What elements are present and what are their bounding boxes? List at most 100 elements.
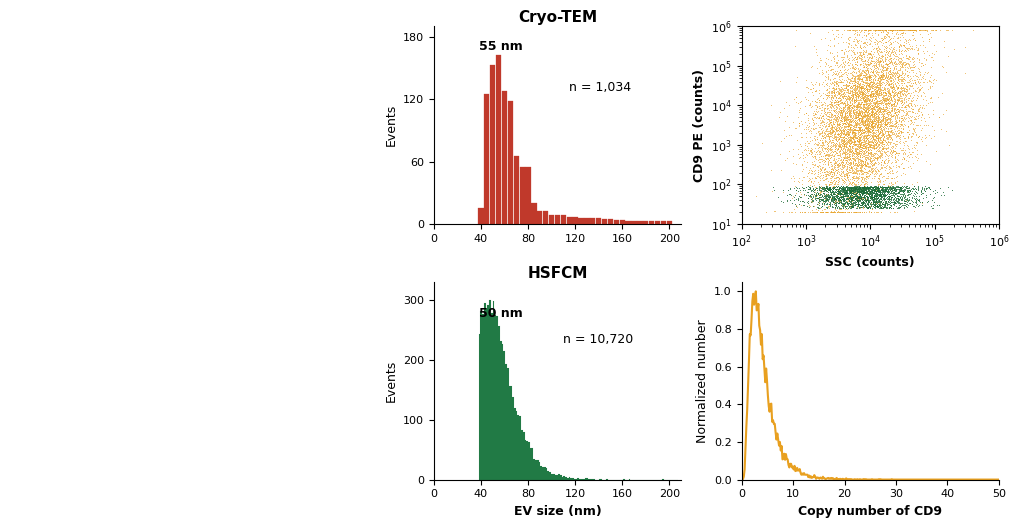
Point (852, 159, 868, 168)
Point (877, 33, 893, 41)
Point (788, 93, 804, 101)
Point (897, 26, 913, 34)
Point (819, 114, 835, 123)
Point (851, 182, 867, 191)
Point (877, 100, 893, 109)
Point (881, 161, 897, 170)
Point (866, 93, 882, 102)
Point (826, 41, 843, 50)
Point (866, 56, 882, 65)
Point (843, 208, 859, 216)
Point (842, 84, 858, 93)
Point (856, 160, 872, 168)
Point (864, 28, 880, 37)
Point (861, 106, 877, 114)
Point (900, 133, 916, 141)
Point (815, 186, 831, 194)
Point (855, 201, 871, 210)
Point (867, 95, 883, 103)
Point (876, 193, 892, 202)
Point (827, 147, 844, 155)
Point (844, 93, 860, 102)
Point (850, 169, 866, 178)
Point (903, 104, 919, 112)
Point (891, 50, 907, 58)
Point (867, 194, 883, 202)
Point (872, 105, 888, 113)
Point (883, 198, 899, 207)
Point (805, 179, 821, 187)
Point (822, 178, 838, 187)
Point (868, 90, 884, 98)
Point (821, 132, 837, 140)
Point (848, 173, 864, 181)
Point (856, 77, 872, 86)
Point (804, 194, 820, 202)
Point (884, 84, 900, 92)
Point (867, 119, 883, 127)
Point (872, 124, 888, 133)
Point (873, 202, 889, 211)
Point (886, 147, 902, 155)
Point (851, 113, 867, 122)
Point (837, 188, 854, 196)
Point (872, 76, 888, 85)
Point (856, 160, 872, 168)
Point (860, 128, 876, 136)
Point (858, 107, 874, 115)
Point (857, 100, 873, 109)
Point (847, 74, 863, 82)
Point (839, 125, 856, 133)
Point (842, 106, 858, 115)
Point (885, 130, 901, 139)
Point (860, 197, 876, 205)
Point (840, 138, 857, 147)
Point (882, 26, 898, 34)
Point (870, 43, 886, 52)
Point (833, 142, 850, 151)
Point (880, 127, 896, 135)
Point (860, 126, 876, 134)
Point (842, 147, 858, 155)
Point (895, 128, 911, 136)
Point (872, 149, 888, 158)
Point (851, 184, 867, 192)
Point (900, 75, 916, 84)
Point (857, 41, 873, 50)
Point (876, 94, 892, 102)
Point (844, 144, 860, 152)
Point (877, 194, 893, 203)
Point (875, 200, 891, 208)
Point (791, 153, 807, 162)
Point (872, 204, 888, 212)
Point (853, 186, 869, 194)
Y-axis label: CD9 PE (counts): CD9 PE (counts) (692, 69, 705, 182)
Point (905, 35, 921, 43)
Bar (526, 167, 531, 224)
Point (827, 166, 844, 174)
Point (868, 140, 884, 148)
Point (887, 198, 903, 207)
Point (816, 157, 832, 165)
Point (853, 75, 869, 84)
Point (794, 208, 810, 216)
Point (870, 110, 886, 119)
Point (876, 87, 892, 96)
Point (890, 95, 906, 104)
Point (824, 99, 840, 108)
Point (878, 101, 894, 110)
Point (847, 116, 863, 124)
Point (866, 83, 882, 91)
Point (862, 99, 878, 108)
Point (908, 86, 924, 95)
Point (827, 157, 844, 165)
Point (851, 142, 867, 151)
Point (796, 201, 812, 210)
Point (836, 140, 853, 149)
Point (854, 186, 870, 194)
Point (807, 87, 823, 95)
Point (854, 186, 870, 194)
Point (835, 148, 852, 157)
Point (862, 114, 878, 123)
Point (853, 176, 869, 184)
